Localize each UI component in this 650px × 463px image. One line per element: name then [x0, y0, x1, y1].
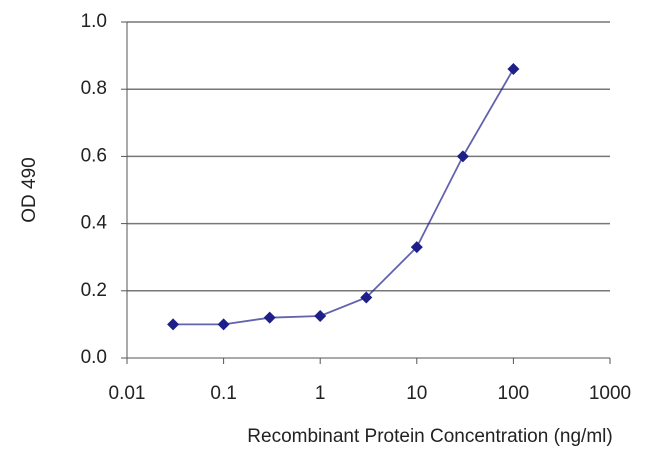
- data-point: [263, 311, 276, 324]
- y-tick-label: 0.4: [81, 213, 108, 234]
- x-tick-label: 10: [406, 383, 427, 404]
- data-point: [456, 150, 469, 163]
- y-tick-label: 0.2: [81, 280, 107, 301]
- x-tick-label: 1: [315, 383, 326, 404]
- y-tick-label: 0.0: [81, 347, 107, 368]
- data-line: [173, 68, 515, 326]
- y-tick-label: 0.6: [81, 145, 107, 166]
- data-point: [507, 63, 520, 76]
- x-tick-label: 1000: [589, 383, 631, 404]
- x-tick-label: 0.1: [210, 383, 236, 404]
- data-point: [167, 318, 180, 331]
- y-tick-label: 0.8: [81, 78, 107, 99]
- data-point: [217, 318, 230, 331]
- data-point: [410, 241, 423, 254]
- y-axis-label: OD 490: [19, 157, 40, 222]
- x-axis-label: Recombinant Protein Concentration (ng/ml…: [247, 426, 612, 447]
- x-tick-label: 0.01: [109, 383, 146, 404]
- y-tick-label: 1.0: [81, 11, 107, 32]
- x-tick-label: 100: [498, 383, 530, 404]
- data-point: [360, 291, 373, 304]
- data-point: [314, 310, 327, 322]
